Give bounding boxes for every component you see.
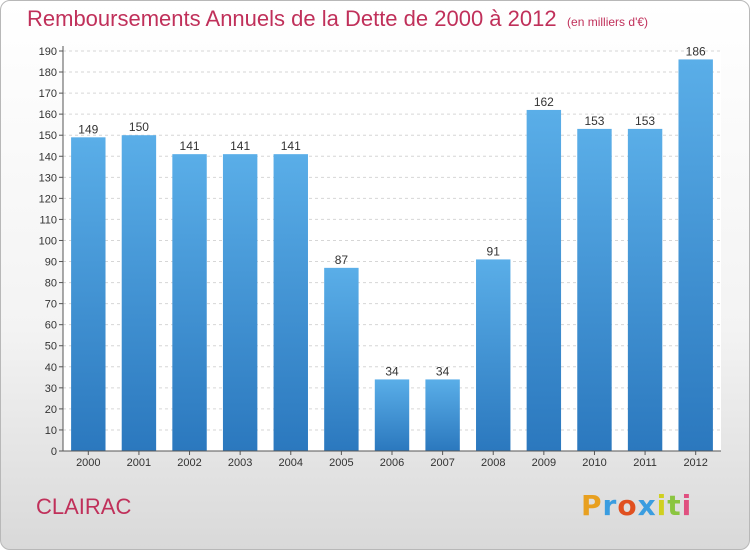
- x-tick-label: 2003: [228, 457, 252, 469]
- bar-value-label: 162: [534, 95, 554, 109]
- chart-subtitle: (en milliers d'€): [567, 15, 649, 29]
- place-name: CLAIRAC: [36, 494, 132, 519]
- y-tick-label: 80: [45, 278, 57, 290]
- y-tick-label: 180: [39, 67, 57, 79]
- logo-letter: P: [581, 489, 603, 522]
- x-tick-label: 2009: [532, 457, 556, 469]
- y-tick-label: 170: [39, 88, 57, 100]
- y-tick-label: 60: [45, 320, 57, 332]
- bar-2009[interactable]: [526, 109, 562, 452]
- x-tick-label: 2007: [430, 457, 454, 469]
- y-tick-label: 160: [39, 109, 57, 121]
- logo-letter: i: [656, 489, 668, 522]
- bar-2010[interactable]: [577, 128, 612, 451]
- bar-2007[interactable]: [425, 379, 460, 451]
- bar-value-label: 149: [78, 122, 98, 136]
- bar-2008[interactable]: [476, 259, 511, 451]
- y-tick-label: 30: [45, 383, 57, 395]
- x-tick-label: 2005: [329, 457, 353, 469]
- bar-value-label: 153: [584, 114, 604, 128]
- bar-2012[interactable]: [678, 59, 713, 451]
- bar-value-label: 141: [180, 139, 200, 153]
- x-tick-label: 2002: [177, 457, 201, 469]
- y-tick-label: 90: [45, 257, 57, 269]
- y-tick-label: 130: [39, 172, 57, 184]
- bar-value-label: 34: [385, 364, 399, 378]
- logo-letter: o: [617, 489, 638, 522]
- y-tick-label: 50: [45, 341, 57, 353]
- bar-value-label: 141: [230, 139, 250, 153]
- bar-2001[interactable]: [121, 135, 157, 452]
- bar-value-label: 186: [686, 44, 706, 58]
- proxiti-logo[interactable]: Proxiti: [581, 489, 692, 522]
- bar-value-label: 153: [635, 114, 655, 128]
- y-tick-label: 140: [39, 151, 57, 163]
- chart-title: Remboursements Annuels de la Dette de 20…: [27, 6, 648, 32]
- logo-letter: r: [602, 489, 618, 522]
- x-tick-label: 2010: [582, 457, 606, 469]
- bar-value-label: 91: [487, 244, 501, 258]
- x-tick-label: 2011: [633, 457, 657, 469]
- bar-value-label: 87: [335, 253, 349, 267]
- bar-2003[interactable]: [222, 154, 258, 451]
- x-tick-label: 2001: [127, 457, 151, 469]
- bar-2005[interactable]: [324, 267, 359, 451]
- bar-value-label: 141: [281, 139, 301, 153]
- y-tick-label: 20: [45, 404, 57, 416]
- y-tick-label: 110: [39, 214, 57, 226]
- bar-2006[interactable]: [374, 379, 410, 451]
- y-tick-label: 100: [39, 235, 57, 247]
- y-tick-label: 190: [39, 46, 57, 58]
- x-tick-label: 2004: [279, 457, 303, 469]
- y-tick-label: 0: [51, 446, 57, 458]
- bar-2011[interactable]: [627, 128, 663, 451]
- bar-value-label: 150: [129, 120, 149, 134]
- y-tick-label: 70: [45, 299, 57, 311]
- y-tick-label: 10: [45, 425, 57, 437]
- logo-letter: t: [667, 489, 682, 522]
- x-tick-label: 2000: [76, 457, 100, 469]
- bar-value-label: 34: [436, 364, 450, 378]
- bar-2004[interactable]: [273, 154, 308, 451]
- bar-2002[interactable]: [172, 154, 207, 451]
- y-tick-label: 120: [39, 193, 57, 205]
- y-tick-label: 40: [45, 362, 57, 374]
- x-tick-label: 2006: [380, 457, 404, 469]
- y-tick-label: 150: [39, 130, 57, 142]
- x-tick-label: 2012: [683, 457, 707, 469]
- x-tick-label: 2008: [481, 457, 505, 469]
- logo-letter: x: [637, 489, 657, 522]
- logo-letter: i: [681, 489, 693, 522]
- bar-2000[interactable]: [71, 137, 106, 451]
- chart-title-text: Remboursements Annuels de la Dette de 20…: [27, 6, 557, 31]
